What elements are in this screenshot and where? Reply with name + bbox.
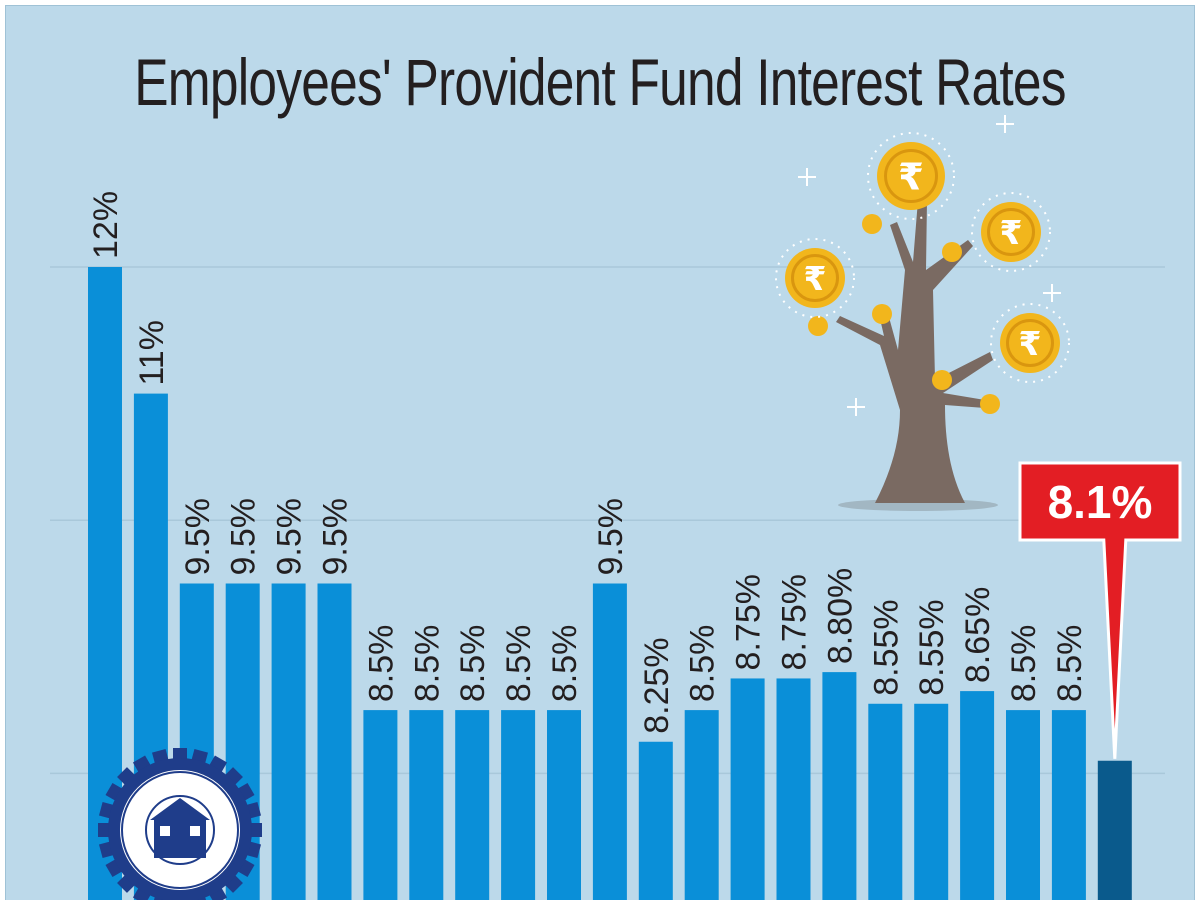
value-labels: 12%11%9.5% 9.5% 9.5% 9.5%8.5% 8.5% 8.5% 8.5% 8.…	[87, 191, 1089, 734]
bar-15	[776, 678, 811, 900]
rupee-coin-icon: ₹	[775, 238, 855, 318]
bar-20	[1006, 710, 1040, 900]
value-label-18: 8.55%	[913, 599, 951, 695]
svg-text:₹: ₹	[804, 259, 827, 298]
tree-trunk	[836, 200, 993, 503]
bar-12	[638, 741, 673, 900]
bar-10	[547, 710, 581, 900]
bar-7	[409, 710, 444, 900]
value-label-1: 11%	[133, 320, 171, 386]
epfo-emblem	[98, 748, 262, 900]
callout-box	[1018, 461, 1182, 759]
bar-22	[1097, 760, 1132, 900]
bar-6	[363, 710, 398, 900]
svg-text:₹: ₹	[1019, 324, 1042, 363]
value-label-0: 12%	[87, 191, 125, 259]
bar-9	[501, 710, 536, 900]
value-label-10: 8.5%	[546, 625, 584, 703]
small-coins	[808, 214, 1000, 414]
bar-5	[317, 583, 352, 900]
bar-14	[730, 678, 765, 900]
money-tree-illustration: ₹ ₹ ₹ ₹	[775, 115, 1070, 511]
value-label-11: 9.5%	[592, 498, 630, 576]
value-label-15: 8.75%	[776, 574, 814, 670]
bar-19	[960, 691, 995, 900]
chart-title: Employees' Provident Fund Interest Rates	[134, 45, 1066, 119]
svg-text:₹: ₹	[1000, 213, 1023, 252]
value-label-12: 8.25%	[638, 637, 676, 733]
callout-label: 8.1%	[1048, 476, 1153, 528]
value-label-3: 9.5%	[225, 498, 263, 576]
value-label-17: 8.55%	[867, 599, 905, 695]
value-label-4: 9.5%	[271, 498, 309, 576]
bar-13	[684, 710, 719, 900]
value-label-19: 8.65%	[959, 587, 997, 683]
bar-4	[271, 583, 306, 900]
rupee-coin-icon: ₹	[990, 303, 1070, 383]
value-label-14: 8.75%	[730, 574, 768, 670]
svg-text:₹: ₹	[898, 156, 924, 199]
value-label-21: 8.5%	[1051, 625, 1089, 703]
highlight-callout: 8.1%	[1018, 461, 1182, 759]
value-label-6: 8.5%	[362, 625, 400, 703]
bar-21	[1051, 710, 1086, 900]
value-label-8: 8.5%	[454, 625, 492, 703]
value-label-13: 8.5%	[684, 625, 722, 703]
bar-8	[455, 710, 490, 900]
value-label-16: 8.80%	[821, 568, 859, 664]
value-label-20: 8.5%	[1005, 625, 1043, 703]
bar-16	[822, 672, 857, 900]
bar-17	[868, 703, 903, 900]
rupee-coin-icon: ₹	[867, 132, 955, 220]
value-label-5: 9.5%	[317, 498, 355, 576]
value-label-2: 9.5%	[179, 498, 217, 576]
rupee-coin-icon: ₹	[971, 192, 1051, 272]
value-label-9: 8.5%	[500, 625, 538, 703]
bar-11	[592, 583, 627, 900]
bar-18	[914, 703, 949, 900]
sparkle-icons	[798, 115, 1061, 416]
value-label-7: 8.5%	[408, 625, 446, 703]
